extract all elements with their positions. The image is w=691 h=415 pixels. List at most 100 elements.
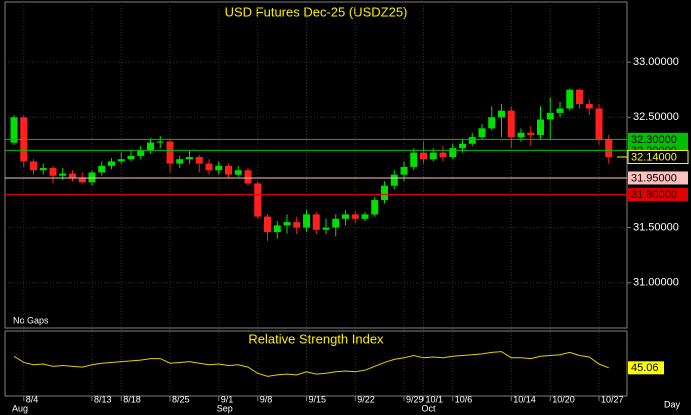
- rsi-title: Relative Strength Index: [248, 331, 384, 346]
- x-tick-label: 10/14: [513, 394, 536, 404]
- x-tick-label: 9/8: [260, 394, 273, 404]
- candle-body: [205, 163, 213, 171]
- x-tick-label: 9/15: [309, 394, 327, 404]
- x-tick-label: 10/27: [601, 394, 624, 404]
- x-tick-label: 9/29: [406, 394, 424, 404]
- candle-body: [166, 141, 174, 164]
- x-tick-label: 9/1: [221, 394, 234, 404]
- candle-body: [332, 218, 340, 228]
- candle-body: [312, 214, 320, 230]
- x-tick-label: 9/22: [357, 394, 375, 404]
- candle-body: [147, 142, 154, 151]
- candle-body: [429, 152, 437, 160]
- candle-body: [595, 108, 603, 140]
- candle-body: [381, 185, 388, 201]
- rsi-value-label: 45.06: [631, 362, 659, 374]
- candle-body: [507, 110, 515, 138]
- last-price-box: [627, 150, 689, 165]
- level-label-box: [628, 188, 688, 202]
- candle-body: [10, 117, 18, 143]
- candle-body: [39, 168, 47, 171]
- candle-body: [176, 159, 184, 164]
- candle-body: [303, 214, 310, 228]
- gap-note: No Gaps: [13, 315, 49, 325]
- candle-body: [195, 157, 203, 164]
- candle-body: [98, 165, 106, 173]
- candle-body: [30, 161, 37, 171]
- rsi-value-box: [628, 361, 664, 375]
- candle-body: [478, 128, 486, 138]
- x-tick-label: 10/20: [552, 394, 575, 404]
- candle-body: [468, 137, 476, 144]
- candle-body: [517, 132, 525, 138]
- x-tick-label: 8/18: [123, 394, 141, 404]
- candle-body: [156, 141, 164, 143]
- candle-body: [117, 159, 125, 162]
- candle-body: [420, 152, 427, 160]
- candle-body: [342, 214, 349, 219]
- rsi-line: [13, 351, 609, 377]
- candle-body: [293, 222, 301, 228]
- last-price-label: 32.14000: [631, 151, 677, 163]
- candle-body: [322, 227, 330, 230]
- candle-body: [488, 117, 496, 129]
- candle-body: [49, 168, 57, 176]
- candle-body: [371, 200, 379, 215]
- candle-body: [585, 104, 593, 109]
- chart-title: USD Futures Dec-25 (USDZ25): [225, 4, 408, 19]
- y-tick-label: 33.00000: [633, 56, 679, 68]
- x-tick-label: 8/25: [172, 394, 190, 404]
- candle-body: [186, 157, 193, 160]
- x-unit: Day: [664, 399, 681, 409]
- candle-body: [546, 112, 554, 120]
- candle-body: [527, 132, 535, 135]
- candle-body: [137, 150, 145, 156]
- candle-body: [449, 148, 457, 158]
- candle-body: [78, 177, 86, 183]
- candle-body: [361, 214, 369, 219]
- price-panel: [4, 1, 628, 329]
- candle-body: [556, 108, 564, 113]
- candle-body: [127, 155, 135, 160]
- x-tick-label: 10/1: [426, 394, 444, 404]
- level-label: 32.30000: [631, 134, 677, 146]
- candle-body: [225, 165, 232, 175]
- month-label: Oct: [422, 403, 437, 413]
- level-label-box: [628, 171, 688, 185]
- y-tick-label: 31.50000: [633, 222, 679, 234]
- candle-body: [459, 143, 466, 149]
- x-tick-label: 10/6: [455, 394, 473, 404]
- candle-body: [264, 216, 271, 233]
- candle-body: [351, 214, 359, 219]
- candle-body: [69, 173, 76, 178]
- candle-body: [390, 174, 398, 186]
- level-label-box: [628, 132, 688, 146]
- month-label: Sep: [217, 403, 233, 413]
- y-tick-label: 31.00000: [633, 277, 679, 289]
- x-tick-label: 8/4: [26, 394, 39, 404]
- level-label: 31.95000: [631, 172, 677, 184]
- rsi-panel: [4, 330, 628, 397]
- candle-body: [215, 165, 223, 171]
- candle-body: [254, 183, 262, 217]
- candle-body: [244, 170, 252, 184]
- level-label: 31.80000: [631, 189, 677, 201]
- candle-body: [234, 170, 242, 175]
- candle-body: [576, 89, 583, 105]
- candle-body: [283, 222, 291, 226]
- candle-body: [88, 172, 96, 183]
- candle-body: [108, 161, 115, 166]
- candle-body: [59, 173, 67, 176]
- x-tick-label: 8/13: [94, 394, 112, 404]
- candle-body: [439, 152, 447, 158]
- candle-body: [400, 166, 408, 175]
- candle-body: [498, 110, 505, 118]
- candle-body: [273, 225, 281, 233]
- candle-body: [566, 89, 574, 109]
- candle-body: [605, 139, 613, 158]
- month-label: Aug: [12, 403, 28, 413]
- candle-body: [537, 119, 544, 135]
